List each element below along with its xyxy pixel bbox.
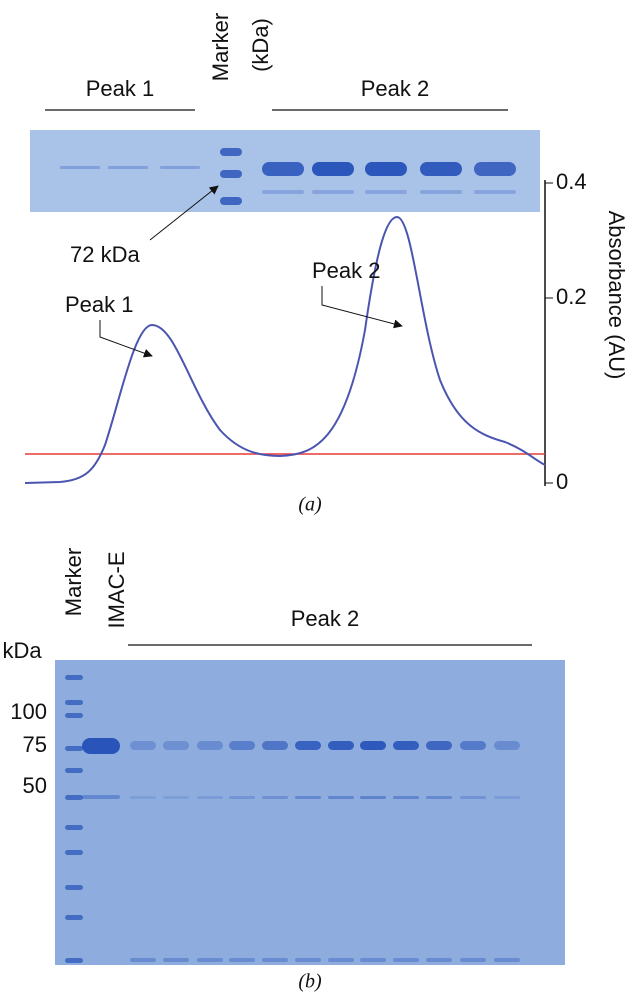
band [163, 958, 189, 962]
band [312, 162, 354, 176]
kda72-label: 72 kDa [70, 242, 140, 267]
band [65, 713, 83, 718]
band [65, 700, 83, 705]
marker-header: Marker [61, 548, 86, 616]
band [130, 796, 156, 799]
band [360, 796, 386, 799]
band [65, 675, 83, 680]
band [262, 162, 304, 176]
band [229, 958, 255, 962]
arrow [149, 185, 219, 241]
band [494, 958, 520, 962]
y-axis-label: Absorbance (AU) [604, 211, 629, 380]
band [65, 958, 83, 963]
size-label: 75 [23, 732, 47, 757]
y-tick-label: 0.2 [556, 284, 587, 309]
marker-unit: (kDa) [248, 18, 273, 72]
marker-header: Marker [208, 13, 233, 81]
band [262, 741, 288, 750]
caption: (b) [298, 971, 322, 993]
band [295, 796, 321, 799]
size-unit: kDa [2, 638, 42, 663]
gel [55, 660, 565, 965]
band [130, 741, 156, 750]
band [197, 741, 223, 750]
band [295, 958, 321, 962]
band [229, 796, 255, 799]
gel-bands [65, 675, 520, 963]
peak1-header: Peak 1 [86, 76, 155, 101]
band [460, 741, 486, 750]
band [328, 741, 354, 750]
band [393, 796, 419, 799]
band [160, 166, 200, 169]
band [163, 741, 189, 750]
band [65, 746, 83, 751]
band [393, 958, 419, 962]
band [65, 850, 83, 855]
band [220, 197, 242, 205]
peak2-header: Peak 2 [361, 76, 430, 101]
y-tick-label: 0.4 [556, 169, 587, 194]
band [295, 741, 321, 750]
band [360, 741, 386, 750]
arrow [99, 320, 153, 358]
band [365, 162, 407, 176]
band [65, 915, 83, 920]
band [460, 796, 486, 799]
band [494, 796, 520, 799]
band [360, 958, 386, 962]
band [82, 738, 120, 754]
size-label: 100 [10, 699, 47, 724]
band [420, 190, 462, 194]
band [65, 795, 83, 800]
band [229, 741, 255, 750]
band [494, 741, 520, 750]
band [426, 741, 452, 750]
band [420, 162, 462, 176]
band [393, 741, 419, 750]
band [460, 958, 486, 962]
band [328, 958, 354, 962]
y-tick-label: 0 [556, 469, 568, 494]
band [262, 958, 288, 962]
band [197, 958, 223, 962]
band [328, 796, 354, 799]
caption: (a) [298, 494, 322, 516]
band [65, 885, 83, 890]
band [65, 825, 83, 830]
band [82, 795, 120, 799]
band [312, 190, 354, 194]
band [197, 796, 223, 799]
band [426, 796, 452, 799]
band [365, 190, 407, 194]
peak2-label: Peak 2 [312, 258, 381, 283]
band [65, 768, 83, 773]
band [426, 958, 452, 962]
imac-header: IMAC-E [104, 552, 129, 629]
band [163, 796, 189, 799]
band [130, 958, 156, 962]
size-label: 50 [23, 773, 47, 798]
arrow [321, 286, 403, 329]
band [474, 190, 516, 194]
band [474, 162, 516, 176]
peak2-header: Peak 2 [291, 606, 360, 631]
band [108, 166, 148, 169]
absorbance-curve [24, 215, 546, 484]
band [60, 166, 100, 169]
band [262, 190, 304, 194]
peak1-label: Peak 1 [65, 292, 134, 317]
band [220, 148, 242, 156]
band [262, 796, 288, 799]
band [220, 170, 242, 178]
gel-bands [60, 148, 516, 205]
